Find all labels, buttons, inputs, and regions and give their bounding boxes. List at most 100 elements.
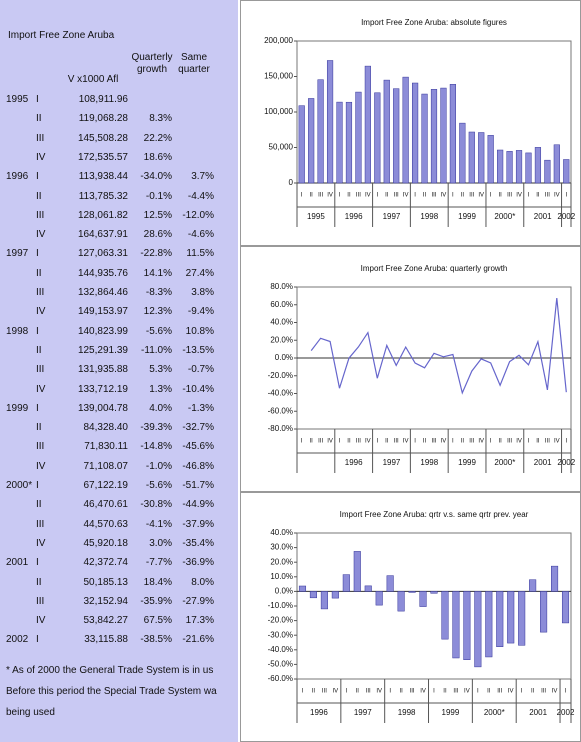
x-tick-label: IV bbox=[478, 193, 484, 199]
x-tick-label: IV bbox=[441, 193, 447, 199]
table-cell: 164,637.91 bbox=[77, 229, 128, 241]
table-row: 2002 I 33,115.88 -38.5% -21.6% bbox=[0, 634, 238, 653]
table-panel: Import Free Zone Aruba V x1000 Afl Quart… bbox=[0, 0, 238, 742]
x-tick-label: II bbox=[423, 193, 427, 199]
table-cell: -5.6% bbox=[145, 325, 172, 337]
chart-title: Import Free Zone Aruba: absolute figures bbox=[361, 18, 507, 27]
table-row: II 144,935.76 14.1% 27.4% bbox=[0, 268, 238, 287]
table-title: Import Free Zone Aruba bbox=[8, 30, 115, 41]
y-tick-label: 0.0% bbox=[275, 353, 293, 362]
table-cell: 84,328.40 bbox=[83, 422, 129, 434]
x-group-label: 2002 bbox=[557, 708, 575, 717]
table-cell: 133,712.19 bbox=[77, 383, 128, 395]
table-cell: -8.3% bbox=[145, 287, 172, 298]
table-cell: -4.6% bbox=[187, 229, 214, 241]
table-cell: 2001 bbox=[6, 557, 29, 569]
table-cell: -35.4% bbox=[182, 537, 214, 549]
table-cell: -37.9% bbox=[182, 518, 214, 530]
table-row: III 32,152.94 -35.9% -27.9% bbox=[0, 596, 238, 615]
y-tick-label: -20.0% bbox=[268, 616, 293, 625]
x-group-label: 1996 bbox=[345, 212, 363, 221]
y-tick-label: -40.0% bbox=[268, 389, 293, 398]
table-cell: 18.6% bbox=[143, 151, 172, 163]
table-cell: I bbox=[36, 94, 39, 105]
table-cell: 3.8% bbox=[191, 287, 214, 298]
x-group-label: 2001 bbox=[534, 458, 552, 467]
x-tick-label: I bbox=[565, 439, 567, 445]
y-tick-label: 0 bbox=[289, 178, 294, 187]
x-tick-label: III bbox=[394, 439, 399, 445]
table-cell: -7.7% bbox=[145, 557, 172, 569]
x-tick-label: II bbox=[487, 689, 491, 695]
table-cell: 1997 bbox=[6, 248, 29, 260]
table-cell: 128,061.82 bbox=[77, 209, 128, 221]
x-group-label: 1997 bbox=[354, 708, 372, 717]
table-cell: -27.9% bbox=[182, 595, 214, 607]
bar bbox=[430, 591, 438, 594]
x-group-label: 1995 bbox=[307, 212, 325, 221]
y-tick-label: 200,000 bbox=[264, 36, 293, 45]
table-cell: 119,068.28 bbox=[78, 113, 128, 125]
table-cell: I bbox=[36, 557, 39, 569]
bar bbox=[487, 135, 494, 184]
y-tick-label: -80.0% bbox=[268, 424, 293, 433]
table-cell: 1.3% bbox=[149, 383, 172, 395]
x-tick-label: III bbox=[356, 439, 361, 445]
x-tick-label: I bbox=[521, 689, 523, 695]
table-cell: -1.0% bbox=[145, 460, 172, 472]
table-cell: -38.5% bbox=[140, 634, 172, 646]
table-cell: 140,823.99 bbox=[77, 325, 128, 337]
bar bbox=[497, 149, 504, 184]
table-row: IV 53,842.27 67.5% 17.3% bbox=[0, 615, 238, 634]
x-tick-label: I bbox=[376, 193, 378, 199]
table-row: 2000* I 67,122.19 -5.6% -51.7% bbox=[0, 480, 238, 499]
x-tick-label: IV bbox=[365, 193, 371, 199]
y-tick-label: 20.0% bbox=[270, 557, 293, 566]
x-tick-label: IV bbox=[420, 689, 426, 695]
table-cell: -44.9% bbox=[182, 499, 214, 511]
x-tick-label: II bbox=[385, 439, 389, 445]
x-group-label: 2000* bbox=[494, 458, 515, 467]
bar bbox=[374, 92, 381, 184]
table-cell: 17.3% bbox=[185, 615, 214, 627]
bar bbox=[563, 159, 570, 184]
x-tick-label: I bbox=[477, 689, 479, 695]
table-cell: -4.4% bbox=[187, 190, 214, 202]
x-tick-label: III bbox=[541, 689, 546, 695]
table-row: III 131,935.88 5.3% -0.7% bbox=[0, 364, 238, 383]
x-tick-label: IV bbox=[403, 193, 409, 199]
x-tick-label: III bbox=[318, 193, 323, 199]
table-row: IV 164,637.91 28.6% -4.6% bbox=[0, 229, 238, 248]
table-row: III 44,570.63 -4.1% -37.9% bbox=[0, 519, 238, 538]
bar bbox=[331, 591, 339, 599]
y-tick-label: 0.0% bbox=[275, 587, 293, 596]
x-tick-label: II bbox=[310, 439, 314, 445]
x-tick-label: I bbox=[301, 439, 303, 445]
table-row: 1996 I 113,938.44 -34.0% 3.7% bbox=[0, 171, 238, 190]
x-tick-label: II bbox=[347, 439, 351, 445]
table-cell: 53,842.27 bbox=[83, 615, 129, 627]
x-group-label: 1998 bbox=[420, 212, 438, 221]
x-tick-label: IV bbox=[464, 689, 470, 695]
x-tick-label: I bbox=[490, 193, 492, 199]
bar bbox=[430, 89, 438, 184]
y-tick-label: -60.0% bbox=[268, 674, 293, 683]
table-cell: 113,938.44 bbox=[78, 171, 128, 183]
table-cell: I bbox=[36, 634, 39, 646]
table-cell: 2000* bbox=[6, 480, 33, 491]
x-tick-label: I bbox=[528, 439, 530, 445]
table-cell: 5.3% bbox=[149, 364, 172, 376]
table-row: 1995 I 108,911.96 bbox=[0, 94, 238, 113]
table-cell: -4.1% bbox=[145, 518, 172, 530]
bar bbox=[317, 79, 324, 184]
x-tick-label: I bbox=[389, 689, 391, 695]
table-cell: IV bbox=[36, 151, 46, 163]
bar bbox=[474, 591, 482, 668]
x-tick-label: I bbox=[528, 193, 530, 199]
table-row: III 71,830.11 -14.8% -45.6% bbox=[0, 441, 238, 460]
table-row: II 84,328.40 -39.3% -32.7% bbox=[0, 422, 238, 441]
x-tick-label: III bbox=[545, 439, 550, 445]
table-cell: II bbox=[36, 190, 42, 202]
bar bbox=[525, 152, 532, 184]
y-tick-label: 150,000 bbox=[264, 72, 293, 81]
